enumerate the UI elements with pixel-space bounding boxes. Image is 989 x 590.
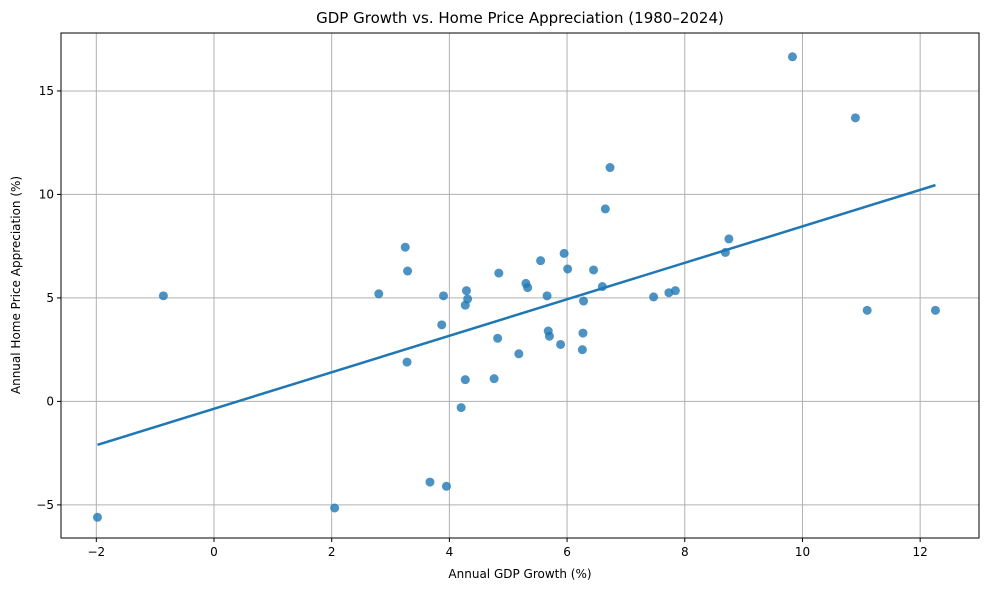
data-point — [461, 286, 471, 296]
data-point — [456, 403, 466, 413]
data-point — [489, 374, 499, 384]
y-tick-label: 15 — [39, 84, 54, 98]
y-tick-label: 5 — [46, 291, 54, 305]
data-point — [330, 503, 340, 513]
data-point — [536, 256, 546, 266]
data-point — [463, 294, 473, 304]
data-point — [425, 477, 435, 487]
data-point — [862, 305, 872, 315]
data-point — [374, 289, 384, 299]
data-points — [92, 52, 940, 522]
x-axis-label: Annual GDP Growth (%) — [448, 567, 591, 581]
data-point — [493, 333, 503, 343]
data-point — [460, 375, 470, 385]
data-point — [930, 305, 940, 315]
y-tick-label: 10 — [39, 187, 54, 201]
data-point — [494, 268, 504, 278]
x-tick-label: 0 — [210, 545, 218, 559]
grid — [61, 33, 979, 538]
data-point — [403, 266, 413, 276]
data-point — [720, 247, 730, 257]
data-point — [605, 163, 615, 173]
data-point — [850, 113, 860, 123]
data-point — [670, 286, 680, 296]
plot-area-frame — [60, 32, 980, 539]
data-point — [400, 242, 410, 252]
data-point — [649, 292, 659, 302]
x-tick-label: −2 — [87, 545, 105, 559]
data-point — [579, 296, 589, 306]
axis-ticks: −2 0 2 4 6 8 10 12 −5 0 5 10 15 — [36, 84, 927, 559]
data-point — [437, 320, 447, 330]
data-point — [724, 234, 734, 244]
y-tick-label: 0 — [46, 394, 54, 408]
y-tick-label: −5 — [36, 498, 54, 512]
data-point — [559, 248, 569, 258]
data-point — [441, 481, 451, 491]
regression-line — [97, 183, 936, 447]
x-tick-label: 4 — [446, 545, 454, 559]
data-point — [578, 328, 588, 338]
data-point — [577, 345, 587, 355]
chart-title: GDP Growth vs. Home Price Appreciation (… — [316, 9, 724, 27]
data-point — [439, 291, 448, 301]
x-tick-label: 12 — [913, 545, 928, 559]
x-tick-label: 6 — [563, 545, 571, 559]
data-point — [589, 265, 599, 275]
data-point — [563, 264, 573, 274]
data-point — [542, 291, 552, 301]
x-tick-label: 8 — [681, 545, 689, 559]
data-point — [787, 52, 797, 62]
data-point — [600, 204, 610, 214]
data-point — [556, 339, 566, 349]
data-point — [523, 283, 533, 293]
x-tick-label: 2 — [328, 545, 336, 559]
data-point — [92, 512, 102, 522]
y-axis-label: Annual Home Price Appreciation (%) — [9, 176, 23, 394]
data-point — [514, 349, 524, 359]
data-point — [544, 331, 554, 341]
data-point — [597, 282, 607, 292]
x-tick-label: 10 — [795, 545, 810, 559]
data-point — [402, 357, 412, 367]
data-point — [158, 291, 168, 301]
fit-line-layer — [97, 183, 936, 447]
